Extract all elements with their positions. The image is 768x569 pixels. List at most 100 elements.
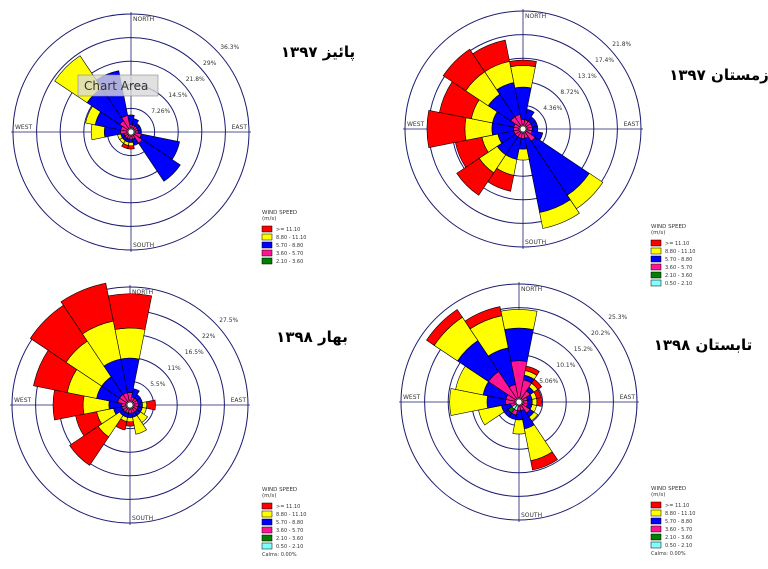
legend-swatch — [261, 241, 273, 249]
legend-label: 2.10 - 3.60 — [665, 273, 692, 279]
legend-label: 2.10 - 3.60 — [276, 536, 303, 542]
ring-label: 16.5% — [185, 349, 204, 356]
legend-label: >= 11.10 — [276, 504, 300, 510]
legend-title: WIND SPEED — [651, 486, 686, 492]
wind-rose-plot[interactable]: 5.06% 10.1% 15.2% 20.2% 25.3% NORTH SOUTH WEST E… — [399, 282, 639, 522]
petal-n-bin0 — [107, 293, 153, 330]
petal-sse-bin1 — [539, 199, 580, 229]
season-title: بهار ۱۳۹۸ — [276, 328, 348, 346]
ring-label: 4.36% — [543, 105, 562, 112]
season-title: پائیز ۱۳۹۷ — [281, 43, 355, 62]
windrose-panel-spring-1398: 5.5% 11% 16.5% 22% 27.5% NORTH SOUTH WEST EAST ب… — [10, 282, 348, 558]
season-title: زمستان ۱۳۹۷ — [669, 66, 768, 84]
legend-swatch — [261, 542, 273, 550]
ring-label: 5.5% — [150, 381, 166, 388]
legend-swatch — [261, 510, 273, 518]
petal-e-bin0 — [536, 397, 542, 407]
ring-label: 11% — [167, 365, 181, 372]
ring-label: 8.72% — [560, 89, 579, 96]
label-west: WEST — [403, 394, 421, 401]
tooltip-box — [77, 74, 159, 97]
ring-label: 25.3% — [608, 314, 627, 321]
ring-label: 17.4% — [595, 57, 614, 64]
legend-label: 8.80 - 11.10 — [665, 249, 695, 255]
label-south: SOUTH — [525, 239, 546, 246]
legend-swatch — [261, 257, 273, 265]
ring-label: 29% — [203, 60, 217, 67]
legend-title: WIND SPEED — [262, 487, 297, 493]
legend-label: >= 11.10 — [276, 227, 300, 233]
petal-nnw-bin0 — [60, 282, 114, 335]
ring-label: 36.3% — [220, 44, 239, 51]
legend-label: 5.70 - 8.80 — [665, 519, 692, 525]
legend-unit: (m/s) — [651, 492, 665, 498]
label-north: NORTH — [133, 16, 154, 23]
ring-label: 13.1% — [578, 73, 597, 80]
label-east: EAST — [232, 124, 248, 131]
legend-swatch — [261, 534, 273, 542]
legend-swatch — [261, 518, 273, 526]
petal-n-bin0 — [509, 59, 537, 68]
label-north: NORTH — [525, 13, 546, 20]
label-east: EAST — [231, 397, 247, 404]
label-north: NORTH — [521, 286, 542, 293]
ring-label: 10.1% — [556, 362, 575, 369]
label-west: WEST — [407, 121, 425, 128]
calm-center — [519, 125, 527, 133]
legend-swatch — [650, 509, 662, 517]
ring-label: 27.5% — [219, 317, 238, 324]
legend-label: 3.60 - 5.70 — [665, 527, 692, 533]
wind-speed-legend: WIND SPEED(m/s)>= 11.10 8.80 - 11.10 5.70 … — [650, 224, 695, 287]
windrose-panel-winter-1397: 4.36% 8.72% 13.1% 17.4% 21.8% NORTH SOUTH WEST E… — [403, 9, 768, 287]
petal-n-bin1 — [500, 309, 538, 330]
calm-center — [126, 401, 134, 409]
petal-nw-bin0 — [426, 309, 463, 346]
calms-label: Calms: 0.00% — [262, 552, 297, 558]
legend-swatch — [261, 249, 273, 257]
ring-label: 15.2% — [574, 346, 593, 353]
tooltip-text: Chart Area — [84, 79, 148, 93]
petal-s-bin0 — [127, 145, 135, 150]
wind-speed-legend: WIND SPEED(m/s)>= 11.10 8.80 - 11.10 5.70 … — [650, 486, 695, 557]
legend-swatch — [261, 502, 273, 510]
windrose-panel-summer-1398: 5.06% 10.1% 15.2% 20.2% 25.3% NORTH SOUTH WEST E… — [399, 282, 752, 557]
legend-title: WIND SPEED — [262, 210, 297, 216]
label-north: NORTH — [132, 289, 153, 296]
calm-center — [515, 398, 523, 406]
petal-e-bin1 — [141, 401, 148, 409]
legend-unit: (m/s) — [262, 493, 276, 499]
legend-label: 3.60 - 5.70 — [276, 528, 303, 534]
legend-label: 3.60 - 5.70 — [276, 251, 303, 257]
label-west: WEST — [15, 124, 33, 131]
ring-label: 14.5% — [168, 92, 187, 99]
label-south: SOUTH — [132, 515, 153, 522]
legend-label: 8.80 - 11.10 — [276, 512, 306, 518]
petal-nnw-bin0 — [464, 306, 503, 330]
wind-speed-legend: WIND SPEED(m/s)>= 11.10 8.80 - 11.10 5.70 … — [261, 487, 306, 558]
petal-nnw-bin0 — [472, 39, 510, 73]
legend-label: 0.50 - 2.10 — [665, 281, 692, 287]
legend-swatch — [261, 225, 273, 233]
wind-rose-plot[interactable]: 5.5% 11% 16.5% 22% 27.5% NORTH SOUTH WEST EAST — [10, 282, 250, 525]
calms-label: Calms: 0.00% — [651, 551, 686, 557]
legend-swatch — [261, 526, 273, 534]
calm-center — [127, 128, 135, 136]
legend-swatch — [650, 517, 662, 525]
ring-label: 21.8% — [612, 41, 631, 48]
wind-rose-plot[interactable]: 4.36% 8.72% 13.1% 17.4% 21.8% NORTH SOUTH WEST E… — [403, 9, 643, 249]
legend-swatch — [650, 263, 662, 271]
legend-label: 5.70 - 8.80 — [665, 257, 692, 263]
wind-speed-legend: WIND SPEED(m/s)>= 11.10 8.80 - 11.10 5.70 … — [261, 210, 306, 265]
legend-label: 8.80 - 11.10 — [665, 511, 695, 517]
legend-label: 0.50 - 2.10 — [665, 543, 692, 549]
label-south: SOUTH — [521, 512, 542, 519]
legend-swatch — [650, 525, 662, 533]
chart-area-tooltip: Chart Area — [77, 74, 159, 97]
legend-label: 2.10 - 3.60 — [665, 535, 692, 541]
season-title: تابستان ۱۳۹۸ — [654, 336, 753, 354]
legend-swatch — [650, 501, 662, 509]
legend-label: 3.60 - 5.70 — [665, 265, 692, 271]
petal-e-bin0 — [146, 399, 156, 411]
label-west: WEST — [14, 397, 32, 404]
